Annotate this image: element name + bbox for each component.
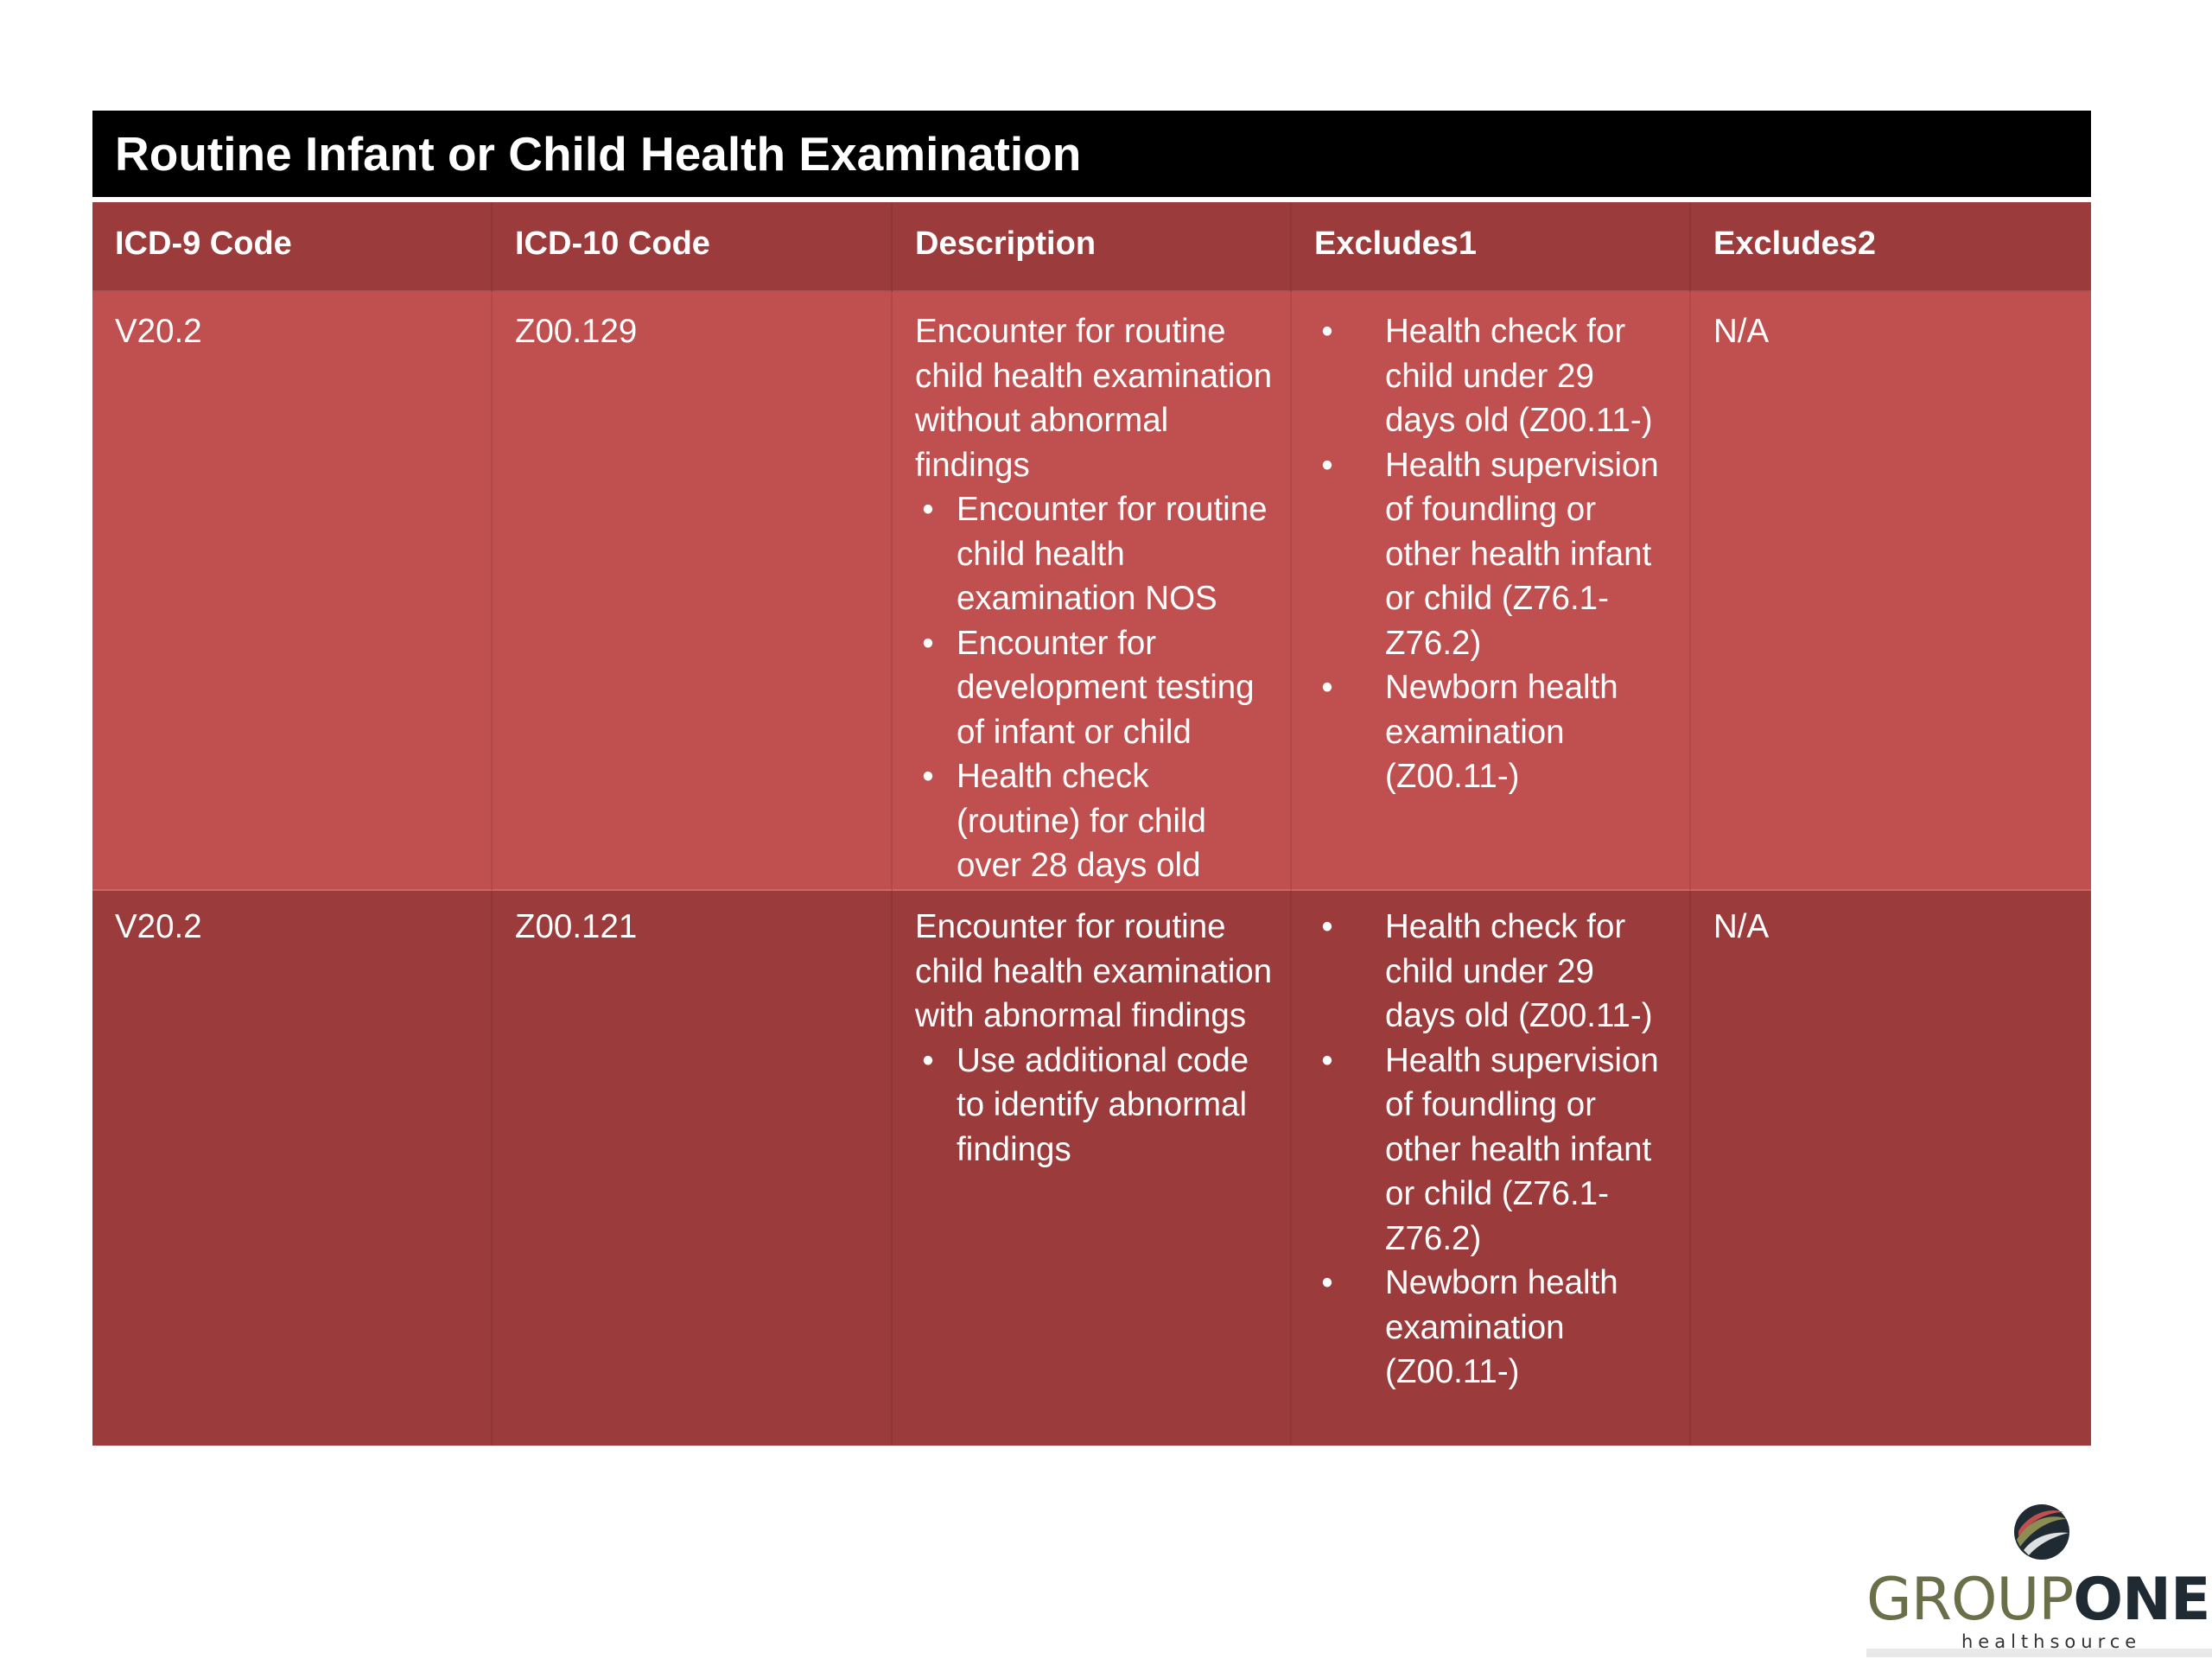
description-cell: Encounter for routine child health exami…	[893, 891, 1292, 1446]
list-item: • Newborn health examination (Z00.11-)	[1314, 1261, 1672, 1395]
icd-code-table: Routine Infant or Child Health Examinati…	[92, 111, 2091, 1446]
list-item: • Health supervision of foundling or othe…	[1314, 1039, 1672, 1262]
list-item: • Encounter for development testing of in…	[915, 621, 1273, 755]
list-item: • Health check (routine) for child over 2…	[915, 754, 1273, 888]
logo-wordmark: GROUPONE	[1866, 1566, 2210, 1634]
bullet: •	[1321, 313, 1333, 350]
excludes2-cell: N/A	[1691, 891, 2091, 1446]
bullet-text: Newborn health examination (Z00.11-)	[1385, 669, 1618, 795]
logo-wordmark-part1: GROUP	[1866, 1566, 2074, 1634]
bullet-text: Health check for child under 29 days old…	[1385, 313, 1653, 439]
column-header-excludes1: Excludes1	[1292, 202, 1691, 292]
bullet: •	[922, 758, 934, 795]
column-header-description: Description	[893, 202, 1292, 292]
bullet-text: Health check for child under 29 days old…	[1385, 908, 1653, 1034]
icd9-cell: V20.2	[92, 891, 493, 1446]
logo-subtitle: healthsource	[1961, 1631, 2142, 1652]
description-cell: Encounter for routine child health exami…	[893, 292, 1292, 891]
bullet: •	[922, 624, 934, 662]
icd10-cell: Z00.129	[493, 292, 893, 891]
table-row: V20.2 Z00.121 Encounter for routine chil…	[92, 891, 2091, 1446]
excludes1-bullet-list: • Health check for child under 29 days ol…	[1314, 905, 1672, 1395]
table-header-row: ICD-9 Code ICD-10 Code Description Exclu…	[92, 202, 2091, 292]
bullet: •	[1321, 1264, 1333, 1301]
swoosh-circle-icon	[2014, 1504, 2069, 1560]
logo-wordmark-part2: ONE	[2073, 1566, 2210, 1634]
list-item: • Health check for child under 29 days ol…	[1314, 905, 1672, 1039]
excludes1-cell: • Health check for child under 29 days ol…	[1292, 891, 1691, 1446]
bullet-text: Health supervision of foundling or other…	[1385, 446, 1659, 662]
bullet-text: Encounter for routine child health exami…	[957, 491, 1268, 617]
group-one-logo: GROUPONE healthsource	[1866, 1502, 2212, 1659]
bullet-text: Health supervision of foundling or other…	[1385, 1041, 1659, 1257]
list-item: • Use additional code to identify abnorma…	[915, 1039, 1273, 1173]
column-header-excludes2: Excludes2	[1691, 202, 2091, 292]
table-title: Routine Infant or Child Health Examinati…	[92, 111, 2091, 202]
bullet: •	[1321, 446, 1333, 484]
logo-underline	[1866, 1649, 2212, 1657]
list-item: • Encounter for routine child health exam…	[915, 487, 1273, 621]
bullet-text: Health check (routine) for child over 28…	[957, 758, 1206, 884]
bullet-text: Newborn health examination (Z00.11-)	[1385, 1264, 1618, 1390]
description-text: Encounter for routine child health exami…	[915, 313, 1273, 484]
excludes2-cell: N/A	[1691, 292, 2091, 891]
excludes1-cell: • Health check for child under 29 days ol…	[1292, 292, 1691, 891]
list-item: • Newborn health examination (Z00.11-)	[1314, 665, 1672, 799]
bullet: •	[1321, 908, 1333, 945]
icd9-cell: V20.2	[92, 292, 493, 891]
bullet: •	[922, 1041, 934, 1079]
list-item: • Health supervision of foundling or othe…	[1314, 443, 1672, 666]
bullet: •	[1321, 1041, 1333, 1079]
table-row: V20.2 Z00.129 Encounter for routine chil…	[92, 292, 2091, 891]
bullet: •	[1321, 669, 1333, 706]
list-item: • Health check for child under 29 days ol…	[1314, 309, 1672, 443]
bullet-text: Encounter for development testing of inf…	[957, 624, 1255, 751]
description-bullet-list: • Use additional code to identify abnorma…	[915, 1039, 1273, 1173]
column-header-icd9: ICD-9 Code	[92, 202, 493, 292]
icd10-cell: Z00.121	[493, 891, 893, 1446]
bullet-text: Use additional code to identify abnormal…	[957, 1041, 1249, 1168]
excludes1-bullet-list: • Health check for child under 29 days ol…	[1314, 309, 1672, 799]
description-bullet-list: • Encounter for routine child health exam…	[915, 487, 1273, 888]
bullet: •	[922, 491, 934, 528]
description-text: Encounter for routine child health exami…	[915, 908, 1273, 1034]
column-header-icd10: ICD-10 Code	[493, 202, 893, 292]
